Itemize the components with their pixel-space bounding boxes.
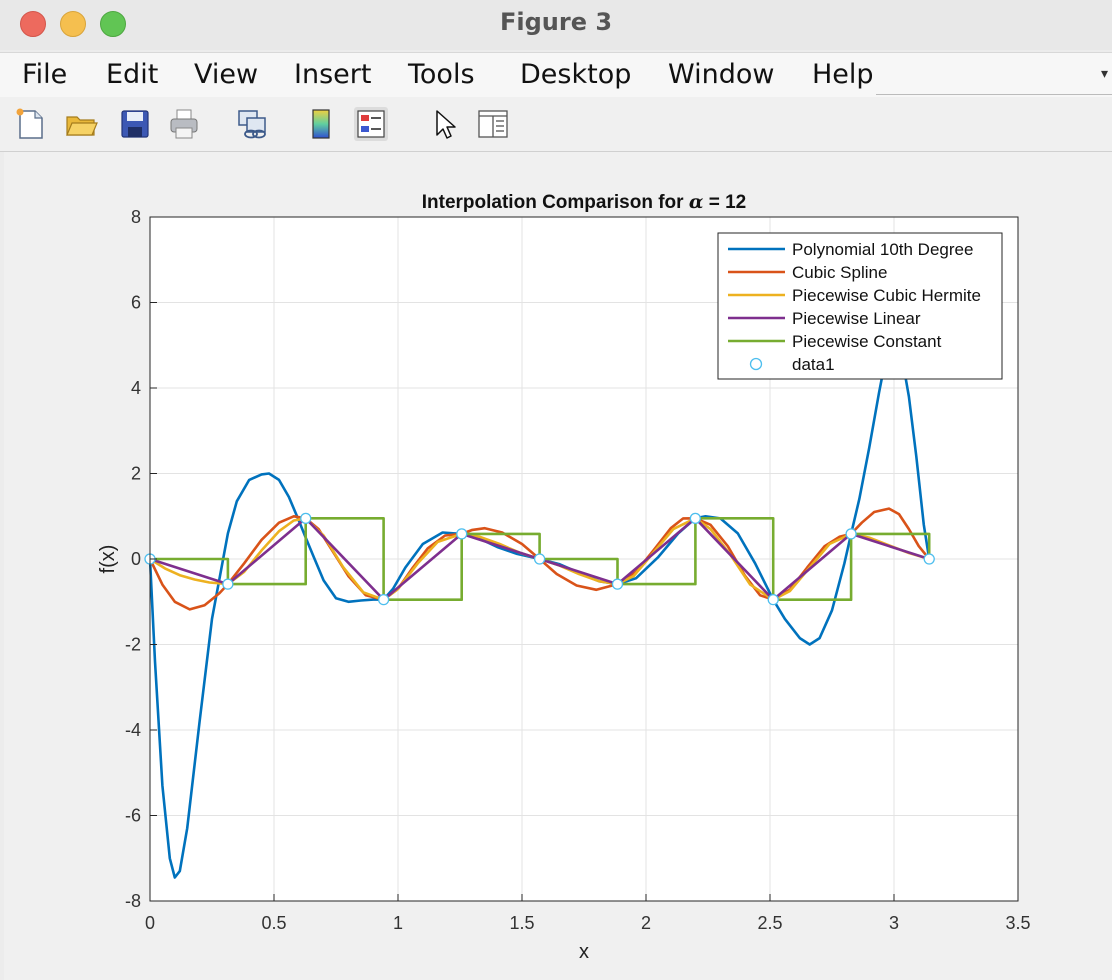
toolbar-overflow-icon[interactable]: ▾ [1100,65,1108,81]
legend-entry-label: data1 [792,355,835,374]
printer-icon [170,109,198,139]
minimize-window-button[interactable] [60,11,86,37]
series-data1[interactable] [144,512,935,606]
x-tick-label: 1.5 [509,913,534,933]
data-point-marker[interactable] [222,578,234,590]
window-titlebar: Figure 3 [0,0,1112,50]
menu-help[interactable]: Help [812,59,874,90]
pointer-arrow-icon [436,110,456,139]
insert-colorbar-button[interactable] [304,107,338,141]
plot-svg[interactable]: 0 0.5 1 1.5 2 2.5 3 3.5 -8 -6 -4 -2 0 2 4 6 8 Interpolat… [4,152,1112,980]
legend-entry-label: Piecewise Constant [792,332,942,351]
y-tick-label: 2 [131,464,141,484]
open-file-button[interactable] [64,107,98,141]
save-button[interactable] [118,107,152,141]
legend-entry-label: Polynomial 10th Degree [792,240,973,259]
legend-entry-label: Piecewise Cubic Hermite [792,286,981,305]
x-tick-label: 3.5 [1005,913,1030,933]
y-tick-label: -2 [125,635,141,655]
data-point-marker[interactable] [533,553,546,565]
data-point-marker[interactable] [377,594,390,606]
new-figure-icon [16,108,43,139]
y-tick-label: 8 [131,207,141,227]
insert-legend-button[interactable] [354,107,388,141]
folder-open-icon [66,116,98,136]
x-tick-label: 2 [641,913,651,933]
menu-window[interactable]: Window [668,59,775,90]
y-tick-label: -8 [125,891,141,911]
x-tick-label: 2.5 [757,913,782,933]
figure-toolbar [0,97,1112,152]
y-tick-label: -6 [125,806,141,826]
y-tick-label: -4 [125,720,141,740]
menu-insert[interactable]: Insert [294,59,372,90]
property-inspector-button[interactable] [476,107,510,141]
colorbar-icon [312,109,330,139]
menu-edit[interactable]: Edit [106,59,159,90]
menu-bar: File Edit View Insert Tools Desktop Wind… [0,52,1112,98]
figure-canvas: 0 0.5 1 1.5 2 2.5 3 3.5 -8 -6 -4 -2 0 2 4 6 8 Interpolat… [4,152,1112,980]
series-polynomial-10th-degree-line[interactable] [148,335,931,879]
menu-tools[interactable]: Tools [408,59,475,90]
y-tick-label: 4 [131,378,141,398]
y-tick-label: 0 [131,549,141,569]
data-point-marker[interactable] [689,512,702,524]
legend-marker [749,357,763,371]
menu-view[interactable]: View [194,59,259,90]
y-tick-label: 6 [131,293,141,313]
legend-box [717,232,1003,380]
x-tick-label: 0 [145,913,155,933]
legend-entry-label: Piecewise Linear [792,309,921,328]
x-tick-label: 0.5 [261,913,286,933]
chart-title: Interpolation Comparison for α = 12 [422,191,746,213]
data-point-marker[interactable] [300,512,312,524]
data-point-marker[interactable] [767,594,779,606]
link-plot-button[interactable] [236,107,270,141]
maximize-window-button[interactable] [100,11,126,37]
property-inspector-icon [478,110,508,138]
menu-divider [876,94,1112,95]
menu-desktop[interactable]: Desktop [520,59,632,90]
data-point-marker[interactable] [456,528,468,540]
legend-entry-label: Cubic Spline [792,263,887,282]
x-axis-label: x [579,941,589,963]
y-axis-label: f(x) [97,545,119,574]
link-plot-icon [238,110,266,139]
legend-icon [357,110,385,138]
window-title: Figure 3 [499,8,613,36]
close-window-button[interactable] [20,11,46,37]
legend[interactable]: Polynomial 10th Degree Cubic Spline Piecew… [717,232,1003,380]
new-figure-button[interactable] [14,107,48,141]
x-tick-label: 1 [393,913,403,933]
data-point-marker[interactable] [845,528,857,540]
x-tick-label: 3 [889,913,899,933]
print-button[interactable] [168,107,202,141]
data-point-marker[interactable] [923,553,935,565]
data-point-marker[interactable] [611,578,624,590]
save-disk-icon [121,110,149,138]
edit-plot-button[interactable] [428,107,462,141]
menu-file[interactable]: File [22,59,68,90]
